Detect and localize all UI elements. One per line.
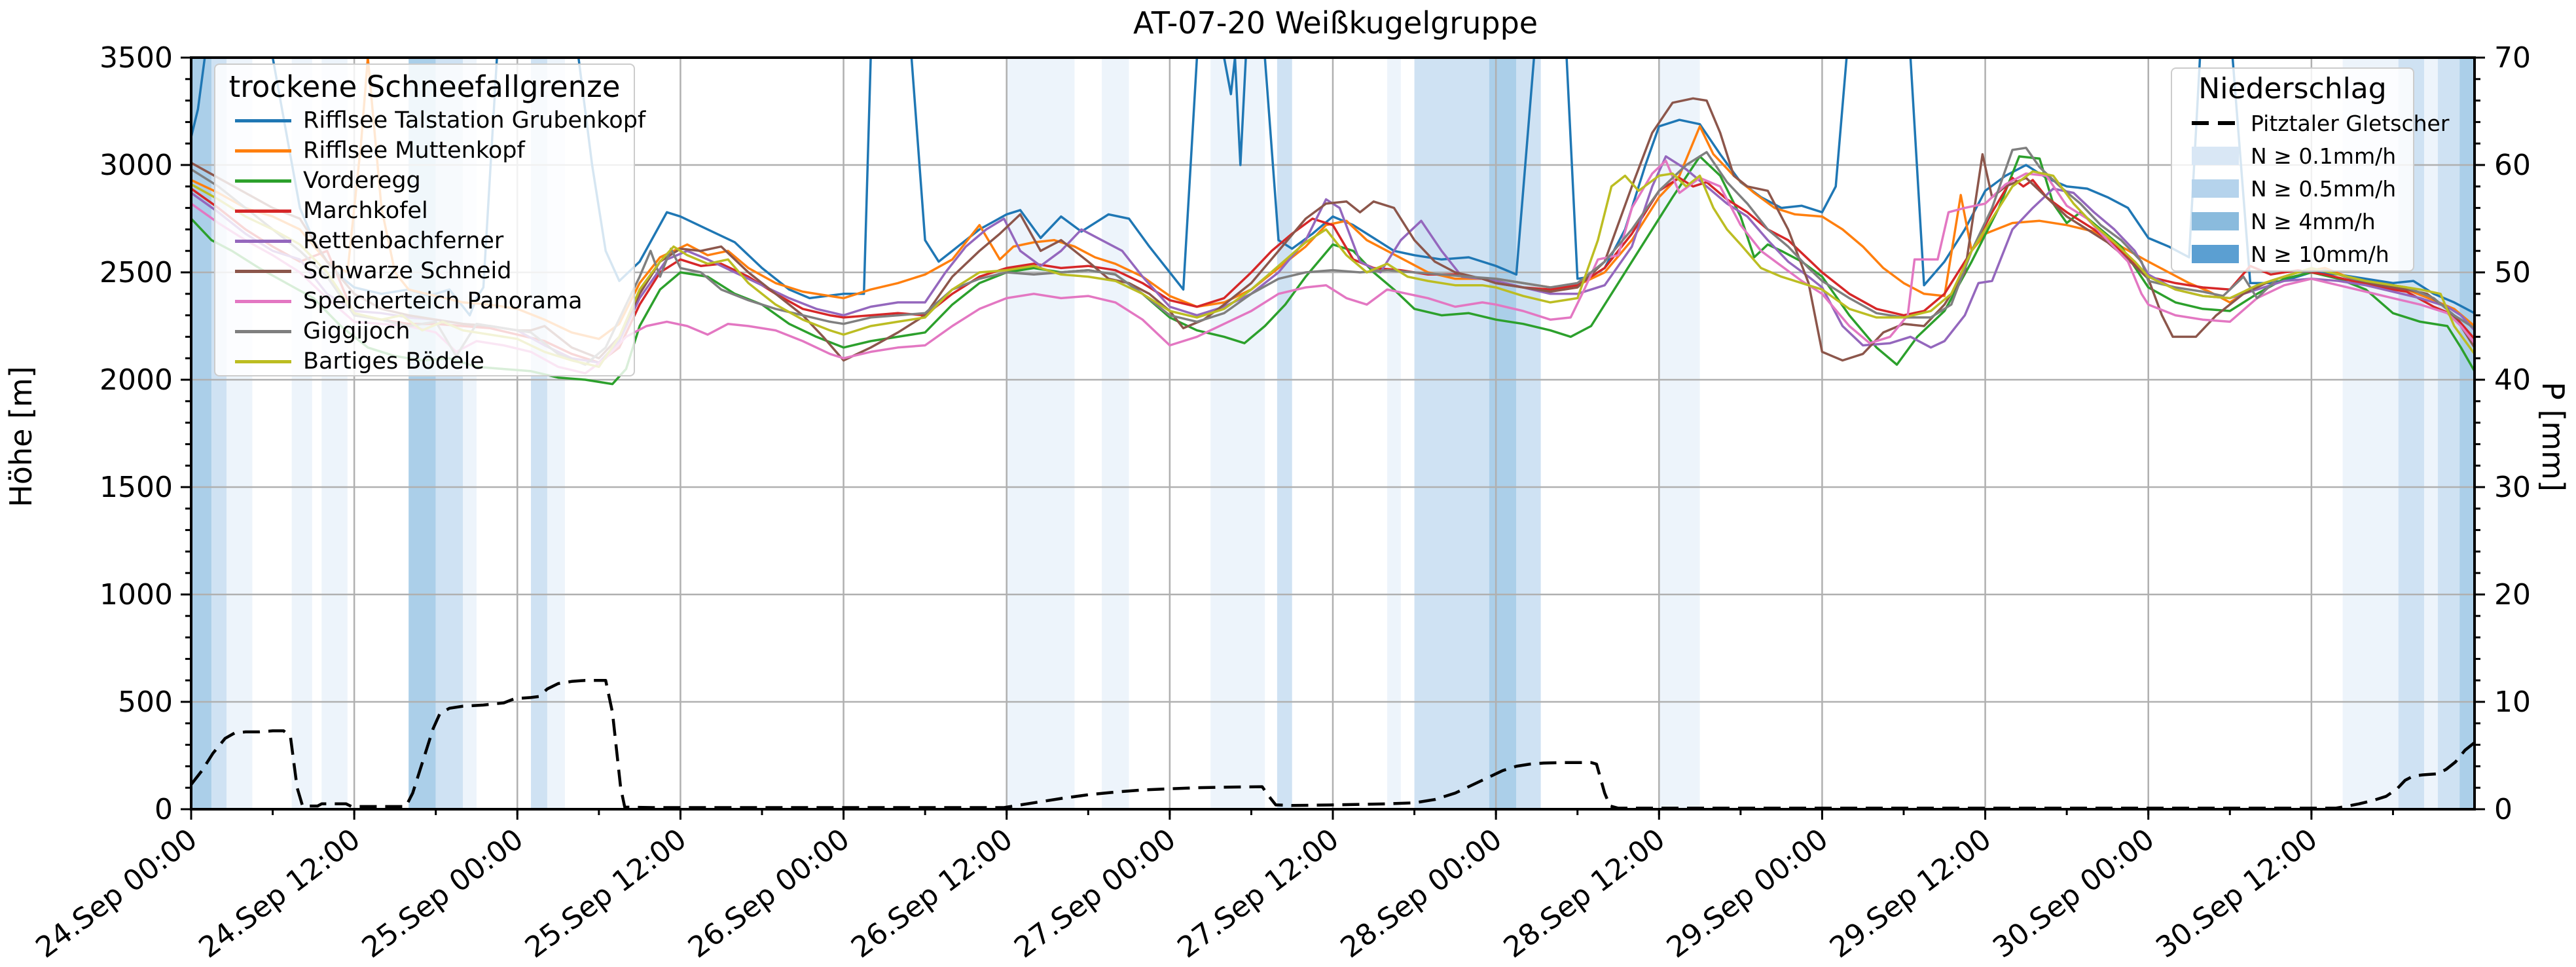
- x-tick-label: 24.Sep 00:00: [29, 822, 203, 964]
- x-tick-label: 25.Sep 00:00: [356, 822, 530, 964]
- x-tick-label: 26.Sep 12:00: [845, 822, 1019, 964]
- chart-title: AT-07-20 Weißkugelgruppe: [1133, 5, 1538, 41]
- legend-item-rifflsee-muttenkopf: Rifflsee Muttenkopf: [215, 136, 634, 166]
- line-sample: [235, 149, 291, 153]
- precip-band-n0.5: [1516, 58, 1541, 809]
- y-right-tick-label: 50: [2494, 256, 2531, 289]
- legend-item-label: Speicherteich Panorama: [303, 288, 583, 314]
- x-tick-label: 30.Sep 12:00: [2150, 822, 2323, 964]
- legend-precip-title: Niederschlag: [2198, 72, 2387, 105]
- legend-item-label: Rifflsee Muttenkopf: [303, 137, 525, 164]
- legend-item-marchkofel: Marchkofel: [215, 196, 634, 226]
- legend-precipitation: Niederschlag Pitztaler Gletscher N ≥ 0.1…: [2171, 67, 2449, 272]
- precip-band-n0.1: [2424, 58, 2438, 809]
- legend-snowfall-limit: trockene Schneefallgrenze Rifflsee Talst…: [214, 64, 645, 376]
- line-sample: [235, 359, 291, 363]
- x-tick-label: 27.Sep 00:00: [1008, 822, 1182, 964]
- legend-item-label: Rifflsee Talstation Grubenkopf: [303, 107, 646, 134]
- precip-band-n4: [2459, 58, 2475, 809]
- band-color-patch: [2192, 179, 2239, 198]
- legend-item-label: Pitztaler Gletscher: [2251, 110, 2450, 136]
- line-sample: [235, 329, 291, 333]
- y-right-tick-label: 10: [2494, 685, 2531, 719]
- precip-band-n0.5: [1277, 58, 1292, 809]
- line-sample: [235, 239, 291, 243]
- y-right-tick-label: 30: [2494, 471, 2531, 504]
- precip-band-n0.5: [2437, 58, 2460, 809]
- x-tick-label: 29.Sep 00:00: [1661, 822, 1834, 964]
- y-left-tick-label: 0: [154, 793, 173, 826]
- x-tick-label: 30.Sep 00:00: [1987, 822, 2160, 964]
- legend-item-label: N ≥ 0.1mm/h: [2251, 143, 2397, 169]
- y-left-tick-label: 2000: [100, 363, 173, 397]
- band-color-patch: [2192, 212, 2239, 230]
- y-right-tick-label: 60: [2494, 149, 2531, 182]
- y-left-tick-label: 2500: [100, 256, 173, 289]
- x-tick-label: 28.Sep 00:00: [1335, 822, 1508, 964]
- legend-item-n10: N ≥ 10mm/h: [2172, 238, 2413, 270]
- legend-precip-items: N ≥ 0.1mm/h N ≥ 0.5mm/h N ≥ 4mm/h N ≥ 10mm/…: [2172, 139, 2413, 270]
- legend-item-label: Rettenbachferner: [303, 228, 504, 254]
- x-tick-label: 28.Sep 12:00: [1498, 822, 1671, 964]
- legend-item-rifflsee-talstation-grubenkopf: Rifflsee Talstation Grubenkopf: [215, 105, 645, 136]
- y-right-tick-label: 40: [2494, 363, 2531, 397]
- precip-line-pitztaler-gletscher: [191, 678, 2475, 809]
- legend-item-precip-station: Pitztaler Gletscher: [2172, 107, 2449, 139]
- y-left-tick-label: 3000: [100, 149, 173, 182]
- legend-item-label: N ≥ 10mm/h: [2251, 241, 2389, 267]
- precip-band-n0.1: [1006, 58, 1075, 809]
- precip-band-n0.1: [1387, 58, 1401, 809]
- legend-item-label: Bartiges Bödele: [303, 348, 484, 374]
- legend-item-n0.1: N ≥ 0.1mm/h: [2172, 139, 2413, 172]
- x-tick-label: 27.Sep 12:00: [1171, 822, 1345, 964]
- y-left-tick-label: 1500: [100, 471, 173, 504]
- line-sample: [235, 209, 291, 213]
- legend-item-n0.5: N ≥ 0.5mm/h: [2172, 172, 2413, 205]
- y-left-tick-label: 1000: [100, 578, 173, 611]
- x-tick-label: 29.Sep 12:00: [1824, 822, 1997, 964]
- legend-item-giggijoch: Giggijoch: [215, 316, 634, 346]
- x-tick-label: 25.Sep 12:00: [519, 822, 693, 964]
- precip-band-n0.1: [1210, 58, 1265, 809]
- x-tick-label: 24.Sep 12:00: [193, 822, 367, 964]
- legend-item-rettenbachferner: Rettenbachferner: [215, 226, 634, 256]
- y-right-tick-label: 20: [2494, 578, 2531, 611]
- axis-ticks: [181, 56, 2485, 820]
- precip-band-n0.1: [1102, 58, 1129, 809]
- legend-item-label: N ≥ 0.5mm/h: [2251, 175, 2397, 202]
- legend-item-schwarze-schneid: Schwarze Schneid: [215, 256, 634, 286]
- line-sample: [235, 179, 291, 183]
- line-sample: [235, 299, 291, 303]
- y-left-tick-label: 500: [118, 685, 173, 719]
- legend-item-label: Vorderegg: [303, 168, 421, 194]
- line-sample: [235, 269, 291, 273]
- legend-item-label: Giggijoch: [303, 318, 410, 344]
- legend-item-speicherteich-panorama: Speicherteich Panorama: [215, 286, 634, 316]
- legend-item-n4: N ≥ 4mm/h: [2172, 205, 2413, 238]
- legend-item-vorderegg: Vorderegg: [215, 166, 634, 196]
- legend-snowfall-items: Rifflsee Talstation Grubenkopf Rifflsee M…: [215, 105, 645, 376]
- y-right-tick-label: 70: [2494, 41, 2531, 75]
- x-tick-label: 26.Sep 00:00: [682, 822, 856, 964]
- y-left-tick-label: 3500: [100, 41, 173, 75]
- legend-item-bartiges-b-dele: Bartiges Bödele: [215, 346, 634, 376]
- precip-bands: [191, 58, 2475, 809]
- precip-band-n4: [1489, 58, 1517, 809]
- line-sample: [235, 119, 291, 122]
- legend-item-label: N ≥ 4mm/h: [2251, 208, 2376, 234]
- y-right-tick-label: 0: [2494, 793, 2513, 826]
- legend-snowfall-title: trockene Schneefallgrenze: [228, 69, 621, 104]
- band-color-patch: [2192, 245, 2239, 263]
- legend-item-label: Marchkofel: [303, 198, 428, 224]
- precip-band-n0.5: [1414, 58, 1489, 809]
- band-color-patch: [2192, 147, 2239, 165]
- legend-item-label: Schwarze Schneid: [303, 258, 512, 284]
- dashed-line-sample: [2192, 121, 2239, 125]
